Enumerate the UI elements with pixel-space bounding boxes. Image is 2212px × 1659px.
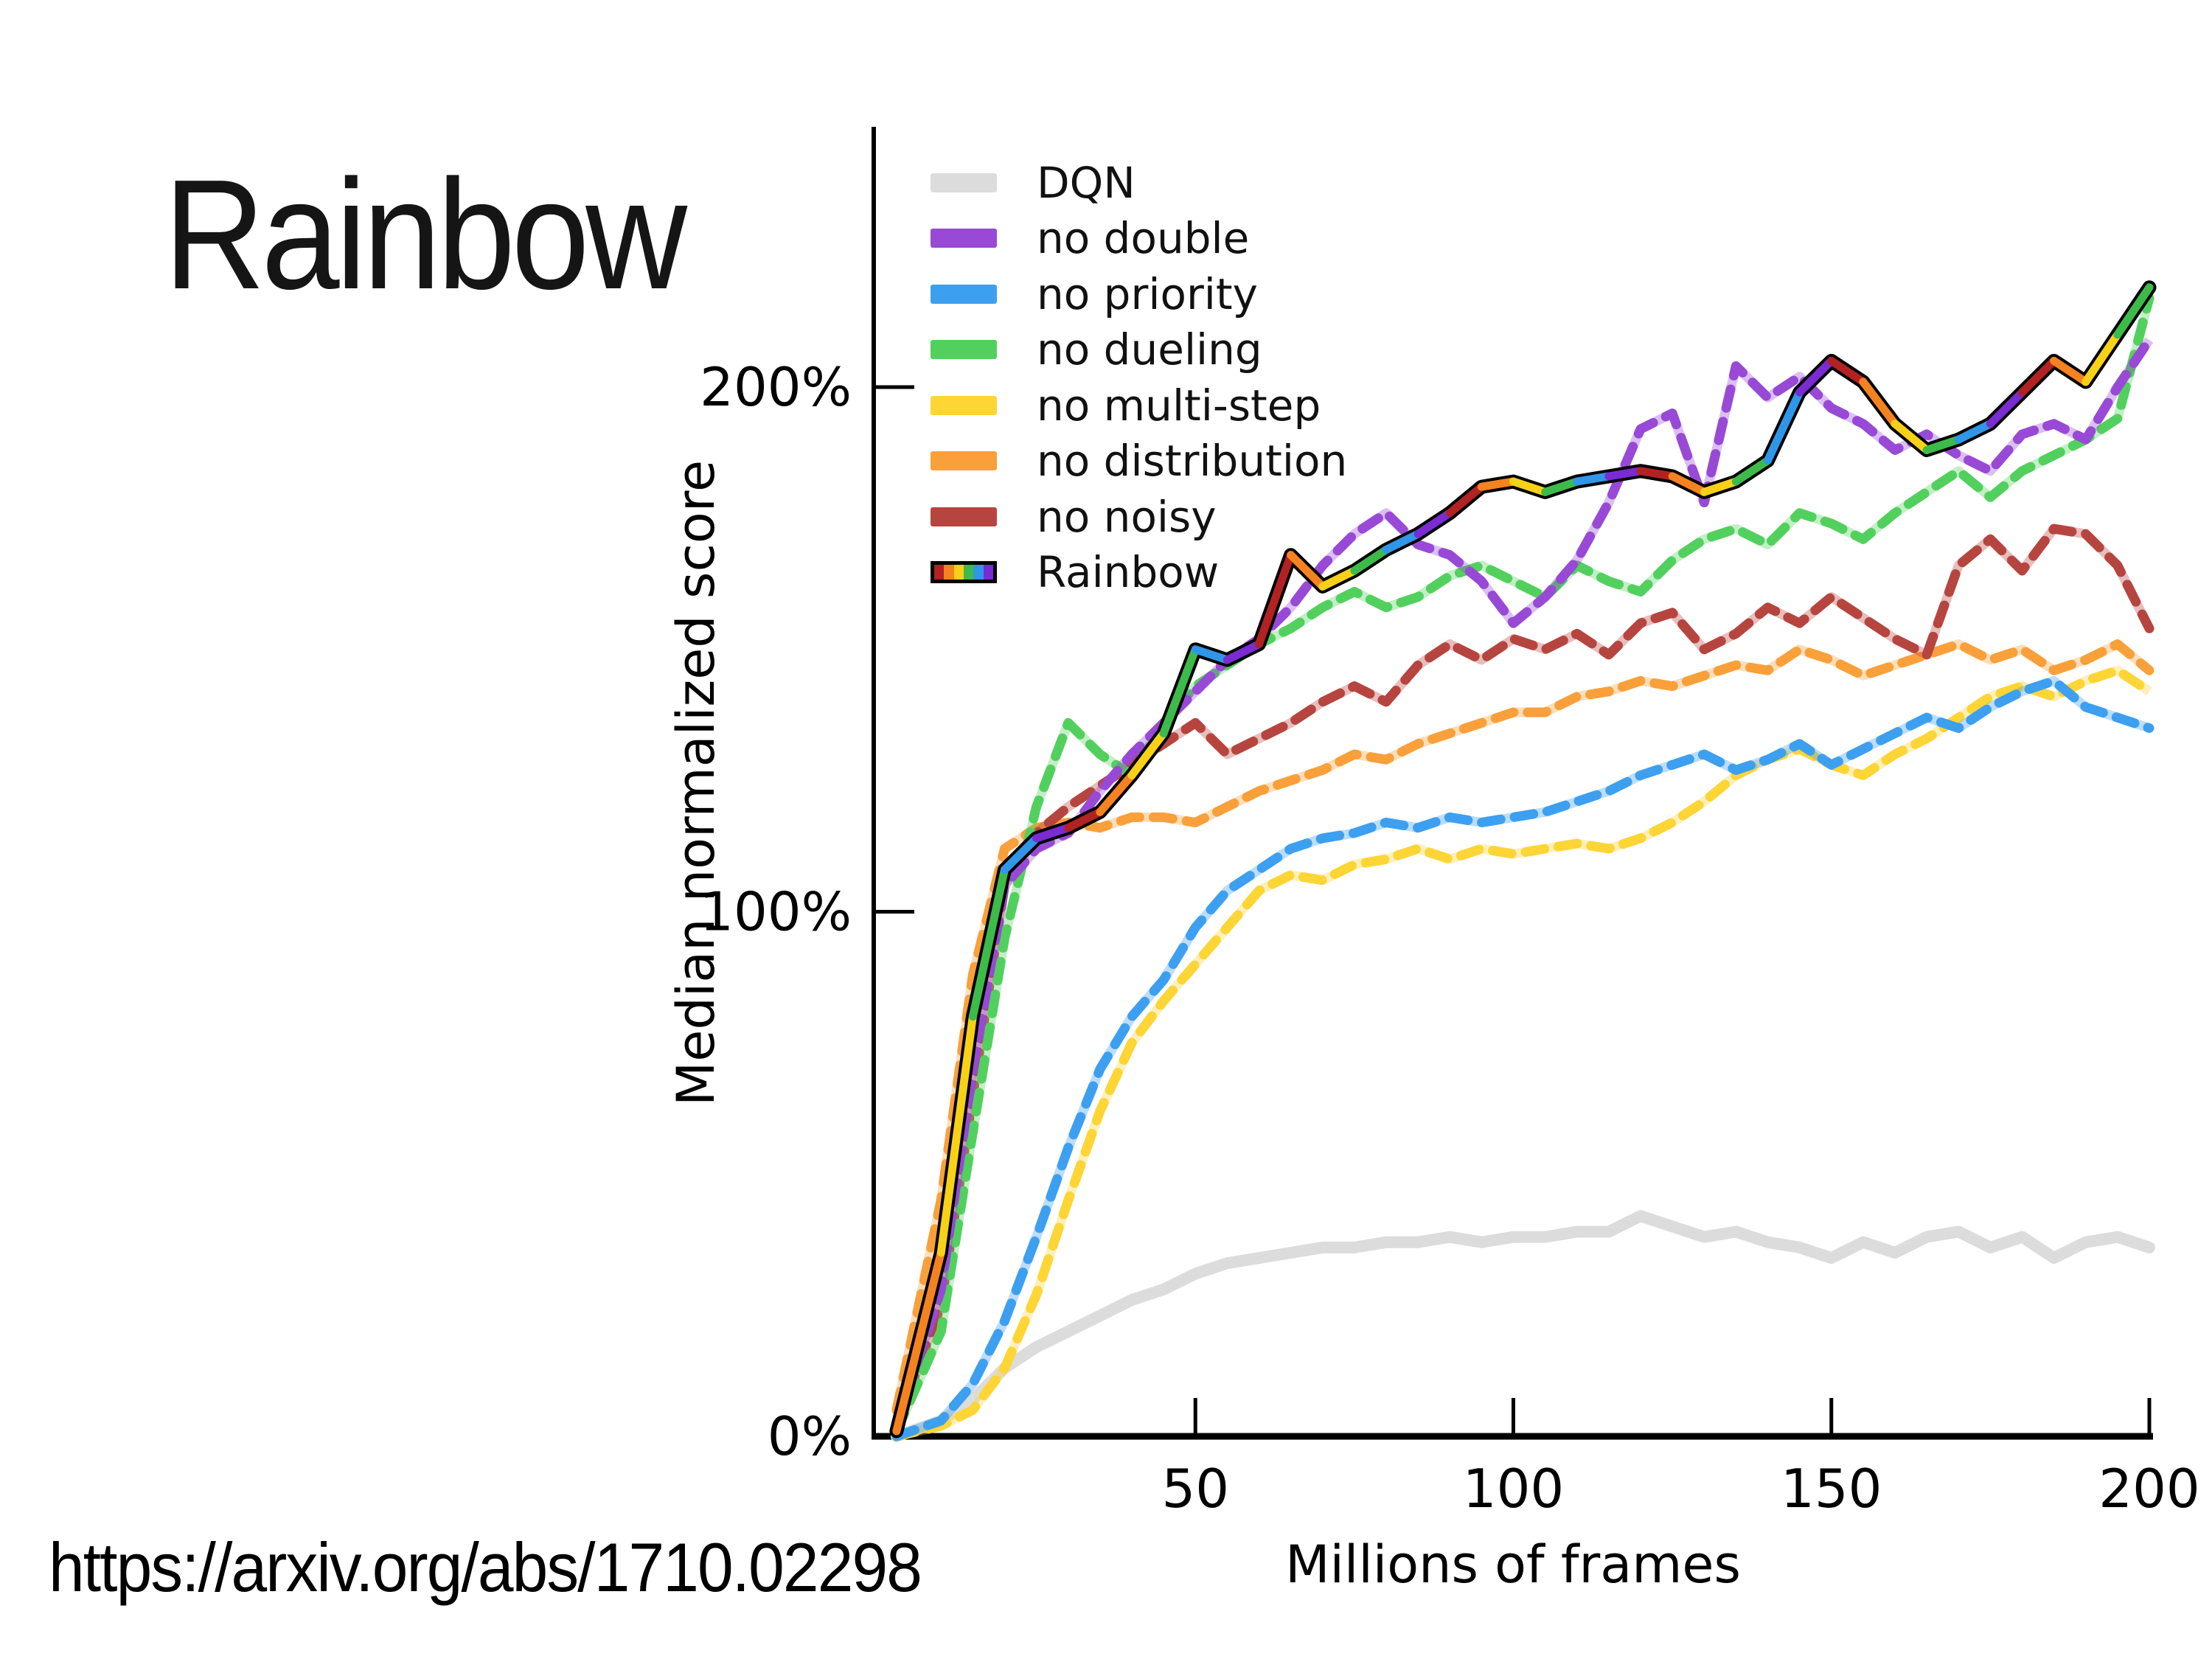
legend-swatch-no-double [931,229,997,248]
series-line-no-dueling [891,293,2154,1436]
series-line-rainbow-segment [1127,729,1168,780]
series-line-rainbow-segment [936,1012,977,1257]
series-line-rainbow-segment [1509,477,1550,496]
legend-swatch-rainbow [931,561,997,584]
series-line-rainbow-segment [2113,283,2154,339]
series-line-rainbow-segment [1922,435,1963,454]
x-tick-label: 200 [2098,1458,2199,1520]
series-line-no-noisy-halo [891,524,2154,1428]
series-line-rainbow-segment [1477,477,1517,491]
series-line-rainbow-segment [892,1248,945,1436]
series-line-rainbow-segment [1445,482,1486,518]
series-line-rainbow-segment [1287,551,1327,591]
legend-item-no-noisy: no noisy [931,489,1347,545]
legend-label-no-dueling: no dueling [1037,324,1262,375]
series-line-rainbow-segment [1891,420,1931,454]
series-line-no-priority [891,675,2154,1441]
series-line-rainbow-segment [1764,388,1804,465]
series-line-rainbow-segment [1700,477,1740,496]
legend-swatch-no-priority [931,284,997,304]
legend-swatch-no-distribution [931,451,997,471]
y-axis-title: Median normalized score [666,460,726,1106]
x-tick-label: 150 [1781,1458,1882,1520]
legend-swatch-no-noisy [931,507,997,526]
legend-label-no-double: no double [1037,213,1250,264]
series-line-rainbow-segment [1350,546,1391,575]
series-line-rainbow-segment [1731,456,1772,486]
series-line-rainbow-segment [1954,420,1994,444]
legend-item-no-priority: no priority [931,266,1347,322]
legend-item-no-double: no double [931,211,1347,267]
x-axis-title: Millions of frames [1285,1534,1741,1595]
series-line-no-noisy [891,524,2154,1431]
series-line-rainbow-segment [1191,645,1231,664]
series-line-rainbow-segment [1222,640,1263,664]
legend-swatch-no-dueling [931,340,997,360]
slide-title: Rainbow [164,147,687,321]
legend-label-no-multi-step: no multi-step [1037,380,1321,431]
series-line-rainbow-segment [1859,378,1899,428]
legend-swatch-dqn [931,173,997,192]
legend-item-dqn: DQN [931,155,1347,211]
series-line-rainbow-segment [968,866,1009,1021]
series-line-rainbow-segment [1573,472,1613,486]
series-line-rainbow-segment [1541,477,1582,496]
legend-swatch-no-multi-step [931,395,997,415]
y-tick-label: 0% [768,1405,852,1467]
series-line-rainbow-segment [1318,566,1359,591]
chart-legend: DQN no double no priority no dueling no mult… [931,155,1347,600]
legend-label-no-priority: no priority [1037,268,1258,319]
series-line-rainbow-segment [1255,551,1295,649]
series-line-rainbow-segment [1064,807,1105,832]
legend-label-dqn: DQN [1037,157,1135,208]
series-line-no-distribution-halo [891,639,2153,1411]
legend-item-no-multi-step: no multi-step [931,378,1347,434]
source-url: https://arxiv.org/abs/1710.02298 [49,1528,922,1606]
series-line-dqn [890,1210,2155,1442]
series-line-rainbow-segment [1382,529,1422,554]
series-line-rainbow-segment [2018,356,2059,397]
series-line-no-multi-step [891,665,2154,1441]
y-tick-label: 100% [700,881,852,943]
series-line-rainbow-segment [1986,388,2026,428]
series-line-rainbow-segment [1668,472,1708,496]
series-line-rainbow-segment [2050,356,2090,386]
series-line-rainbow-segment [1001,834,1041,874]
series-line-rainbow-segment [1096,771,1136,816]
legend-label-no-distribution: no distribution [1037,436,1348,487]
series-line-rainbow-segment [2081,330,2122,386]
series-line-rainbow-segment [1636,467,1677,481]
legend-item-no-dueling: no dueling [931,322,1347,378]
x-tick-label: 100 [1463,1458,1564,1520]
series-line-rainbow-segment [1604,467,1645,481]
series-line-rainbow-segment [1795,356,1836,397]
y-tick-label: 200% [700,356,852,418]
series-line-rainbow-segment [1032,824,1073,843]
legend-label-rainbow: Rainbow [1037,547,1220,598]
x-tick-label: 50 [1161,1458,1229,1520]
legend-label-no-noisy: no noisy [1037,491,1217,542]
legend-item-no-distribution: no distribution [931,434,1347,490]
legend-item-rainbow: Rainbow [931,545,1347,601]
series-line-rainbow-segment [1413,509,1454,538]
series-line-rainbow-segment [1827,356,1868,386]
series-line-no-distribution [891,639,2154,1415]
series-line-rainbow-segment [1159,645,1200,738]
